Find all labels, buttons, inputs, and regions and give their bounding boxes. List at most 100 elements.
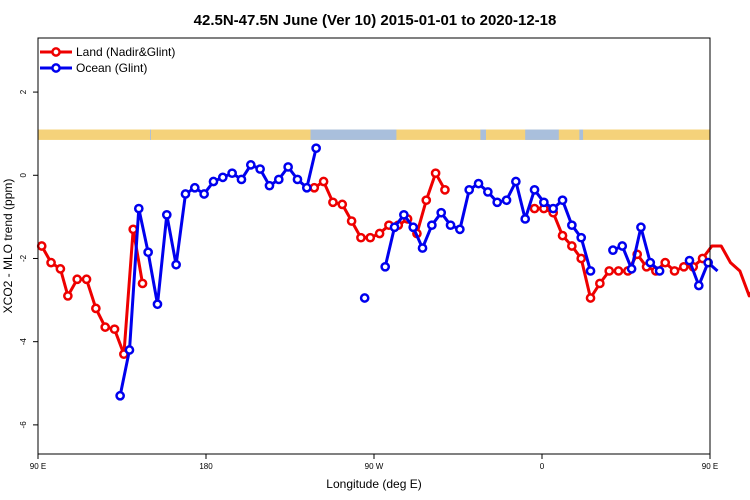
data-point (511, 176, 521, 187)
data-point (585, 266, 596, 276)
data-point (408, 222, 419, 233)
data-point (399, 209, 409, 220)
data-point (679, 261, 689, 272)
data-point (128, 224, 139, 235)
data-point (430, 168, 441, 179)
series-ocean (115, 143, 719, 401)
x-tick-label: 0 (540, 462, 545, 471)
data-point (684, 255, 695, 266)
x-axis-label: Longitude (deg E) (326, 477, 421, 491)
y-axis-label: XCO2 - MLO trend (ppm) (1, 179, 15, 314)
data-point (374, 228, 385, 239)
data-point (520, 214, 531, 224)
data-point (309, 182, 320, 193)
data-point (100, 322, 111, 332)
data-point (63, 291, 73, 301)
y-axis: -6 -4 -2 0 2 (19, 89, 38, 428)
data-point (264, 180, 275, 191)
data-point (91, 303, 101, 314)
data-point (483, 187, 493, 197)
data-point (445, 220, 456, 231)
data-point (455, 224, 465, 235)
data-point (473, 178, 484, 189)
data-point (617, 241, 628, 251)
series-layer (36, 143, 750, 401)
legend-swatch-marker (51, 47, 61, 57)
data-point (703, 257, 713, 268)
data-point (328, 197, 338, 208)
data-point (199, 189, 209, 199)
x-tick-label: 180 (199, 462, 213, 471)
data-point (380, 261, 391, 272)
data-point (492, 197, 503, 208)
legend: Land (Nadir&Glint) Ocean (Glint) (40, 45, 175, 75)
data-point (636, 222, 646, 233)
data-point (576, 232, 587, 243)
data-point (557, 195, 568, 206)
data-point (567, 220, 577, 231)
data-point (365, 232, 376, 243)
band-ocean-segment (150, 129, 151, 140)
data-point (440, 184, 450, 195)
data-point (227, 168, 237, 179)
data-point (669, 266, 680, 276)
data-point (529, 203, 540, 214)
y-tick-label: -2 (19, 254, 28, 262)
data-point (359, 293, 370, 303)
data-point (660, 257, 671, 268)
legend-item: Land (Nadir&Glint) (40, 45, 175, 59)
x-tick-label: 90 W (365, 462, 384, 471)
band-ocean-segment (579, 129, 584, 140)
chart-title: 42.5N-47.5N June (Ver 10) 2015-01-01 to … (194, 12, 557, 29)
data-point (311, 143, 321, 154)
data-point (576, 253, 587, 264)
data-point (501, 195, 512, 206)
data-point (427, 220, 437, 231)
data-point (171, 259, 181, 270)
data-point (81, 274, 92, 285)
data-point (46, 257, 56, 268)
data-point (273, 174, 284, 185)
y-tick-label: 2 (19, 89, 28, 94)
data-point (152, 299, 163, 310)
y-tick-label: -4 (19, 338, 28, 346)
band-ocean-segment (310, 129, 397, 140)
legend-swatch-marker (51, 63, 61, 73)
data-point (567, 241, 577, 251)
data-point (417, 243, 428, 253)
data-point (161, 209, 172, 220)
data-point (109, 324, 120, 335)
data-point (604, 266, 615, 276)
legend-label: Ocean (Glint) (76, 61, 147, 75)
data-point (36, 241, 47, 251)
data-point (595, 278, 605, 289)
data-point (693, 280, 704, 291)
legend-label: Land (Nadir&Glint) (76, 45, 175, 59)
data-point (217, 172, 228, 183)
data-point (143, 247, 153, 258)
data-point (72, 274, 83, 285)
data-point (55, 264, 66, 274)
data-point (180, 189, 191, 199)
data-point (245, 160, 256, 170)
data-point (529, 184, 540, 195)
x-tick-label: 90 E (30, 462, 46, 471)
data-point (292, 174, 303, 185)
data-point (137, 278, 148, 289)
data-point (557, 230, 568, 241)
data-point (236, 174, 247, 185)
data-point (283, 162, 293, 172)
x-axis: 90 E 180 90 W 0 90 E (30, 454, 718, 471)
data-point (585, 293, 596, 303)
series-land (36, 168, 750, 360)
data-point (346, 216, 357, 226)
data-point (654, 266, 665, 276)
data-point (389, 222, 400, 233)
data-point (626, 264, 637, 274)
data-point (208, 176, 219, 187)
land-ocean-band (38, 129, 710, 140)
data-point (301, 182, 312, 193)
data-point (337, 199, 348, 210)
data-point (464, 184, 475, 195)
